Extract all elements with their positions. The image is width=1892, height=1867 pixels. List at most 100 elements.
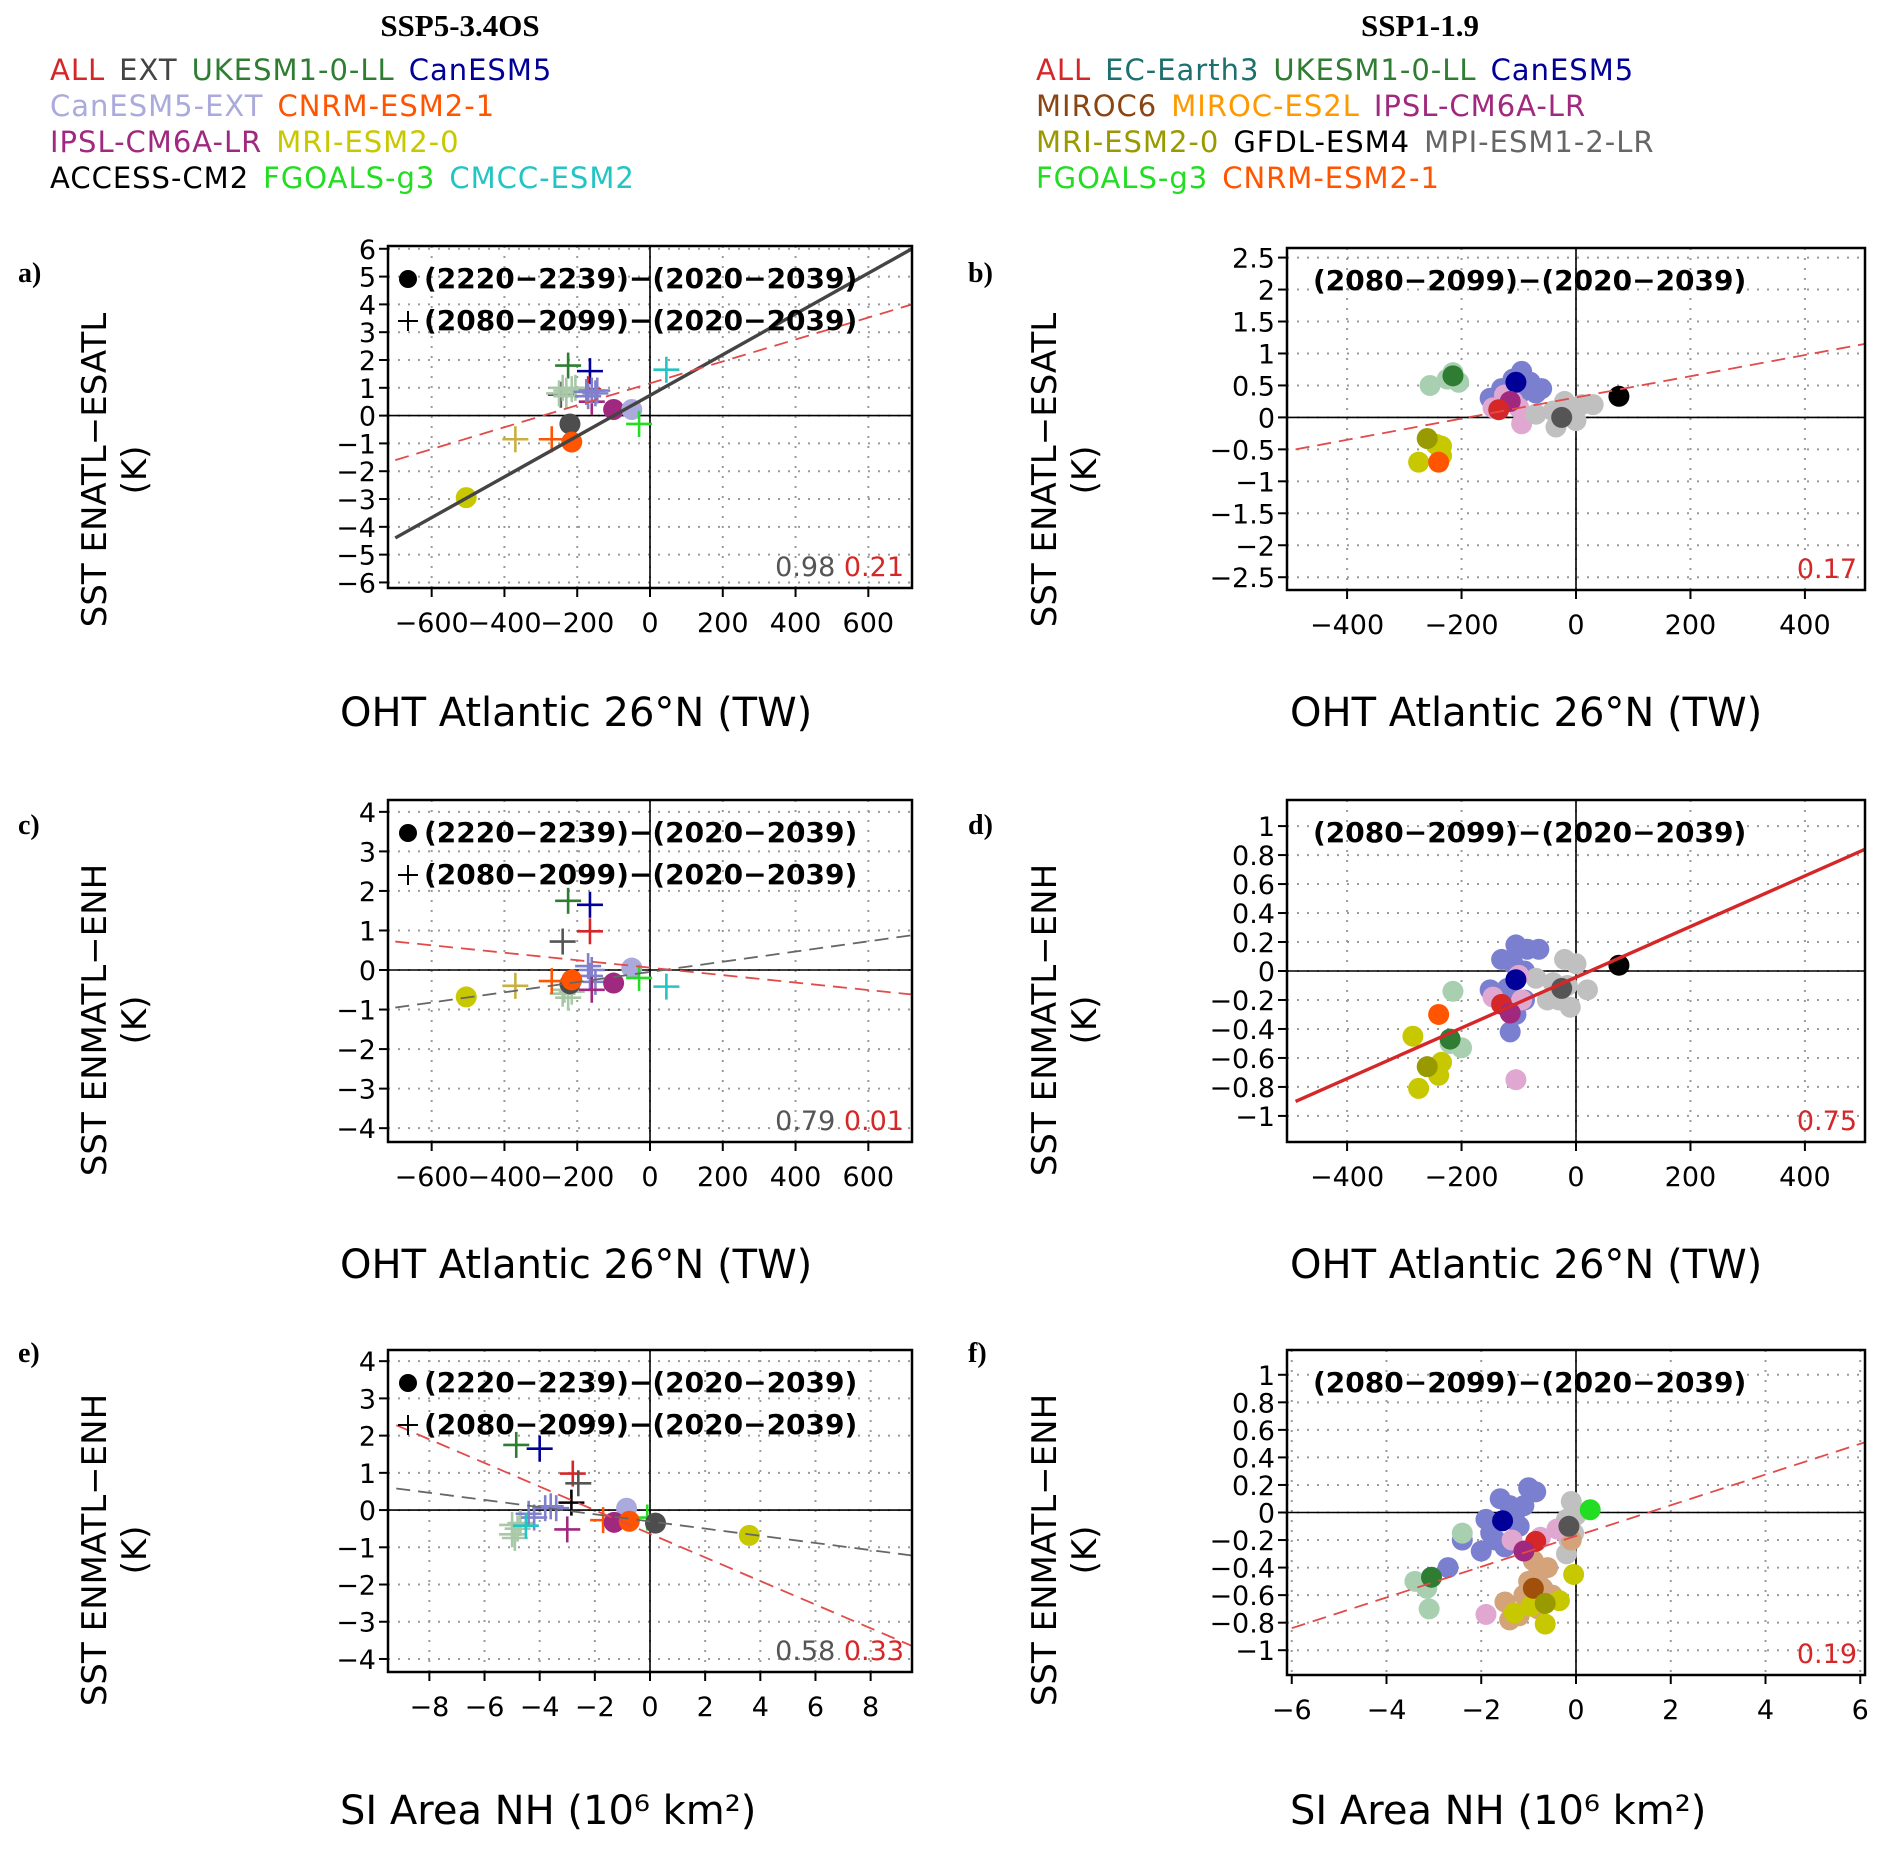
legend-entry-mri-esm2-0: MRI-ESM2-0 <box>1036 125 1220 159</box>
x-tick-label: −2 <box>1461 1695 1501 1726</box>
y-tick-label: 0 <box>1258 957 1275 988</box>
y-tick-label: −1 <box>1235 467 1275 498</box>
scatter-plot-c: −600−400−200 0 200 400 600 −4 −3 −2 −1 0 1 2 3 4 (2220… <box>336 798 914 1193</box>
y-tick-label: −0.8 <box>1209 1073 1275 1104</box>
x-tick-label: −200 <box>540 608 614 639</box>
legend-entry-ec-earth3: EC-Earth3 <box>1105 53 1260 87</box>
plus-marker-canesm5 <box>576 358 603 385</box>
y-axis-label-line-2: (K) <box>1065 995 1105 1045</box>
x-tick-label: −400 <box>1310 1162 1384 1193</box>
point-ukesm1-0-ll-members <box>1418 1598 1440 1620</box>
panel-e-x-axis-label: SI Area NH (10⁶ km²) <box>340 1788 757 1834</box>
point-canesm5-members <box>1437 1557 1459 1579</box>
point-ukesm1-0-ll-members <box>1451 1522 1473 1544</box>
point-mri-esm2-0 <box>1534 1592 1556 1614</box>
plus-marker-ipsl-cm6a-lr <box>578 976 605 1003</box>
point-ext <box>559 413 581 435</box>
x-tick-label: −400 <box>467 608 541 639</box>
legend-entry-cnrm-esm2-1: CNRM-ESM2-1 <box>1222 161 1440 195</box>
point-canesm5-members <box>1528 938 1550 960</box>
point-all <box>1488 399 1510 421</box>
x-tick-label: 4 <box>752 1692 769 1723</box>
legend-entry-ukesm1-0-ll: UKESM1-0-LL <box>191 53 395 87</box>
y-tick-label: −2 <box>336 1035 376 1066</box>
y-tick-label: −3 <box>336 1075 376 1106</box>
correlation-value: 0.58 <box>775 1636 835 1667</box>
y-tick-label: −2 <box>336 457 376 488</box>
y-tick-label: 1.5 <box>1232 308 1275 339</box>
point-mri-esm2-0-members <box>1402 1025 1424 1047</box>
panel-label-e: e) <box>18 1338 40 1369</box>
y-tick-label: −1 <box>336 996 376 1027</box>
y-tick-label: −2 <box>336 1571 376 1602</box>
regression-line-dashed <box>1291 1441 1865 1630</box>
y-tick-label: 0 <box>359 402 376 433</box>
point-canesm5 <box>1505 969 1527 991</box>
y-tick-label: 6 <box>359 235 376 266</box>
legend-entry-miroc-es2l: MIROC-ES2L <box>1171 89 1360 123</box>
legend-entry-mri-esm2-0: MRI-ESM2-0 <box>276 125 460 159</box>
y-tick-label: −0.4 <box>1209 1554 1275 1585</box>
point-canesm5 <box>1492 1510 1514 1532</box>
correlation-value: 0.79 <box>775 1106 835 1137</box>
y-tick-label: 3 <box>359 1384 376 1415</box>
plus-marker-ipsl-cm6a-lr <box>554 1516 581 1543</box>
legend-circle-marker <box>399 824 417 842</box>
plus-marker-ukesm1-0-ll <box>503 1431 530 1458</box>
period-legend-label: (2080−2099)−(2020−2039) <box>424 858 857 891</box>
y-axis-label-line-1: SST ENATL−ESATL <box>75 312 115 628</box>
legend-circle-marker <box>399 1374 417 1392</box>
y-tick-label: −2.5 <box>1209 563 1275 594</box>
y-tick-label: −1 <box>336 1533 376 1564</box>
x-tick-label: 400 <box>1779 610 1831 641</box>
data-points <box>1404 1477 1601 1635</box>
y-tick-label: 2 <box>359 877 376 908</box>
legend-row: IPSL-CM6A-LR MRI-ESM2-0 <box>50 124 649 160</box>
y-tick-label: −0.2 <box>1209 986 1275 1017</box>
y-tick-label: 0 <box>1258 403 1275 434</box>
point-mpi-esm1-2-lr-members <box>1565 953 1587 975</box>
point-mri-esm2-0 <box>1416 427 1438 449</box>
y-tick-label: 1 <box>359 916 376 947</box>
x-tick-label: 600 <box>843 1162 895 1193</box>
point-canesm5-members <box>1499 1021 1521 1043</box>
x-tick-label: 6 <box>807 1692 824 1723</box>
period-legend-item: (2080−2099)−(2020−2039) <box>1313 816 1746 849</box>
correlation-values: 0.98 0.21 <box>775 552 904 583</box>
point-canesm5 <box>1505 371 1527 393</box>
legend-entry-ipsl-cm6a-lr: IPSL-CM6A-LR <box>1373 89 1587 123</box>
x-tick-label: 200 <box>1665 610 1717 641</box>
panel-label-c: c) <box>18 810 40 841</box>
correlation-values: 0.79 0.01 <box>775 1106 904 1137</box>
panel-label-b: b) <box>968 258 993 289</box>
y-tick-label: 5 <box>359 263 376 294</box>
scatter-plot-f: −6 −4 −2 0 2 4 6−1−0.8−0.6−0.4−0.200.20.40.60.… <box>1209 1348 1869 1726</box>
plus-marker-fgoals-g3 <box>626 964 653 991</box>
plus-marker-canesm5-members <box>582 380 609 407</box>
x-tick-label: 0 <box>1567 1695 1584 1726</box>
point-mri-esm2-0-members <box>1408 1077 1430 1099</box>
point-canesm5-members <box>1470 1540 1492 1562</box>
point-gfdl-esm4 <box>1608 385 1630 407</box>
y-tick-label: 3 <box>359 318 376 349</box>
regression-line-solid <box>1294 847 1865 1103</box>
y-tick-label: −4 <box>336 1645 376 1676</box>
y-tick-label: −5 <box>336 541 376 572</box>
point-miroc6-members <box>1537 1557 1559 1579</box>
model-legend-right: ALL EC-Earth3 UKESM1-0-LL CanESM5 MIROC6 MIRO… <box>1036 52 1669 196</box>
data-points <box>1408 360 1630 473</box>
panel-label-f: f) <box>968 1338 987 1369</box>
scatter-plot-e: −8 −6 −4 −2 0 2 4 6 8 −4 −3 −2 −1 0 1 2 3 4 (2220−2239)−(2… <box>336 1347 914 1723</box>
point-mpi-esm1-2-lr-members <box>1525 967 1547 989</box>
correlation-values: 0.19 <box>1797 1639 1857 1670</box>
legend-entry-gfdl-esm4: GFDL-ESM4 <box>1233 125 1411 159</box>
y-tick-label: −0.8 <box>1209 1609 1275 1640</box>
legend-entry-canesm5: CanESM5 <box>408 53 553 87</box>
legend-entry-ukesm1-0-ll: UKESM1-0-LL <box>1273 53 1477 87</box>
x-tick-label: 2 <box>1662 1695 1679 1726</box>
panel-f-y-axis-label: SST ENMATL−ENH (K) <box>1025 1340 1105 1760</box>
plus-marker-ukesm1-0-ll <box>555 352 582 379</box>
y-tick-label: 2 <box>359 1422 376 1453</box>
point-ukesm1-0-ll-members <box>1442 980 1464 1002</box>
panel-label-a: a) <box>18 258 42 289</box>
